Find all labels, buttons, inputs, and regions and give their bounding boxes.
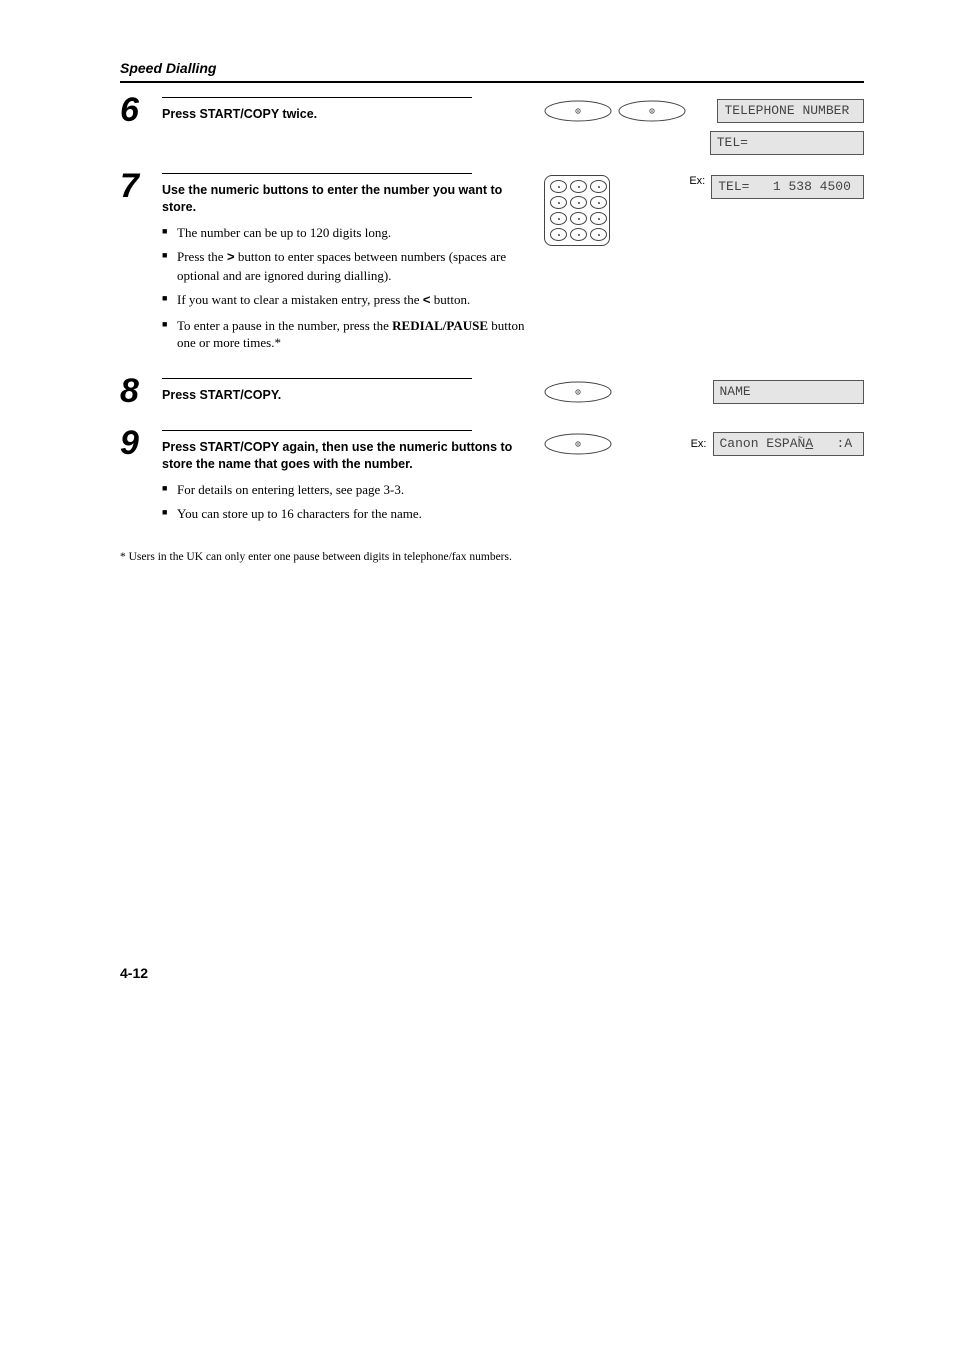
example-label: Ex:: [685, 175, 705, 187]
footnote: * Users in the UK can only enter one pau…: [120, 549, 864, 565]
step-7: 7 Use the numeric buttons to enter the n…: [120, 173, 864, 360]
bullet-item: The number can be up to 120 digits long.: [162, 224, 532, 242]
bullet-item: To enter a pause in the number, press th…: [162, 317, 532, 352]
step-9: 9 Press START/COPY again, then use the n…: [120, 430, 864, 531]
step-number: 8: [120, 374, 162, 408]
step-title: Use the numeric buttons to enter the num…: [162, 182, 532, 216]
divider: [162, 173, 472, 174]
divider: [162, 430, 472, 431]
start-copy-button-icon: [544, 381, 612, 403]
lcd-display: TELEPHONE NUMBER: [717, 99, 864, 123]
step-8: 8 Press START/COPY. NAME: [120, 378, 864, 412]
bullet-list: For details on entering letters, see pag…: [162, 481, 532, 523]
lcd-display: Canon ESPAN~A :A: [713, 432, 865, 456]
header-title: Speed Dialling: [120, 60, 216, 76]
bullet-item: For details on entering letters, see pag…: [162, 481, 532, 499]
lcd-display: TEL= 1 538 4500: [711, 175, 864, 199]
step-number: 7: [120, 169, 162, 203]
divider: [162, 97, 472, 98]
start-copy-button-icon: [544, 100, 612, 122]
step-title: Press START/COPY.: [162, 387, 532, 404]
bullet-item: If you want to clear a mistaken entry, p…: [162, 291, 532, 310]
numeric-keypad-icon: [544, 175, 610, 246]
bullet-list: The number can be up to 120 digits long.…: [162, 224, 532, 352]
step-title: Press START/COPY twice.: [162, 106, 532, 123]
step-number: 9: [120, 426, 162, 460]
start-copy-button-icon: [544, 433, 612, 455]
step-number: 6: [120, 93, 162, 127]
lcd-display: NAME: [713, 380, 865, 404]
bullet-item: Press the > button to enter spaces betwe…: [162, 248, 532, 284]
page-header: Speed Dialling: [120, 60, 864, 83]
divider: [162, 378, 472, 379]
example-label: Ex:: [686, 438, 706, 450]
step-title: Press START/COPY again, then use the num…: [162, 439, 532, 473]
start-copy-button-icon: [618, 100, 686, 122]
step-6: 6 Press START/COPY twice. TELEPHONE NUMB…: [120, 97, 864, 155]
page-number: 4-12: [120, 965, 864, 981]
bullet-item: You can store up to 16 characters for th…: [162, 505, 532, 523]
lcd-display: TEL=: [710, 131, 864, 155]
